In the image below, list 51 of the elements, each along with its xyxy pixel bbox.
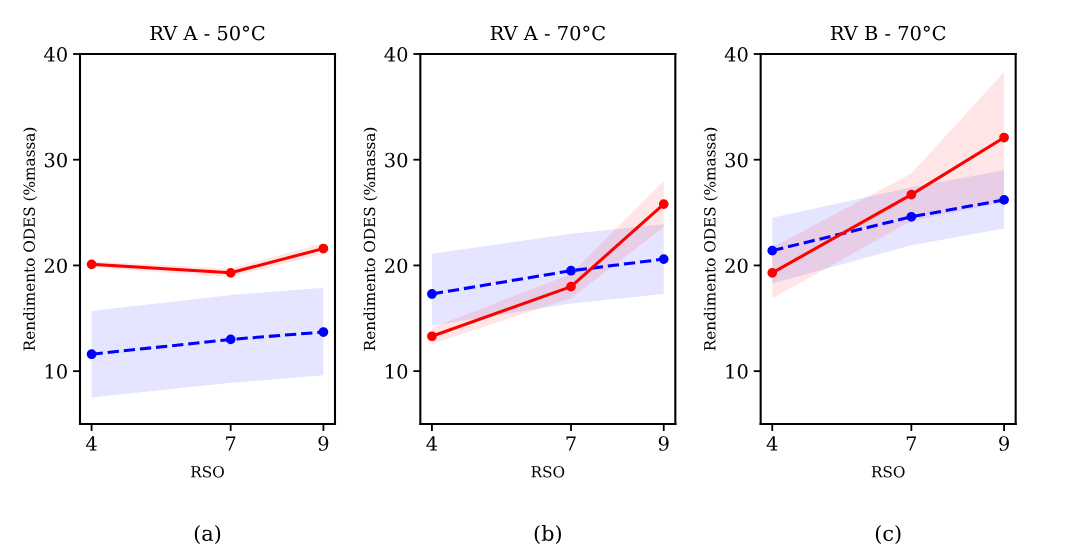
x-tick-label: 4 — [426, 436, 438, 451]
x-tick-label: 9 — [999, 436, 1009, 451]
y-tick-label: 40 — [724, 46, 748, 62]
point — [86, 259, 97, 270]
point — [658, 254, 669, 264]
x-tick-label: 4 — [766, 436, 778, 451]
chart-title: RV B - 70°C — [830, 25, 946, 41]
text: (c) — [875, 524, 901, 544]
y-tick-label: 10 — [726, 364, 748, 379]
x-tick-label: 9 — [658, 436, 669, 451]
point — [906, 211, 917, 222]
x-tick-label: 9 — [318, 436, 329, 451]
y-tick-label: 20 — [44, 258, 67, 274]
text: (a) — [194, 524, 221, 544]
x-tick-label: 7 — [566, 436, 576, 451]
point — [566, 281, 576, 292]
point — [318, 243, 329, 254]
point — [566, 265, 576, 276]
y-tick-label: 10 — [45, 364, 67, 379]
x-axis-title: RSO — [871, 466, 905, 478]
point — [658, 199, 669, 209]
y-tick-label: 30 — [385, 152, 408, 168]
y-tick-label: 30 — [725, 152, 748, 168]
point — [999, 195, 1009, 205]
y-axis-title: Rendimento ODES (%massa) — [363, 127, 378, 351]
point — [225, 334, 236, 345]
point — [427, 289, 437, 299]
x-tick-label: 7 — [906, 436, 917, 451]
x-tick-label: 4 — [86, 436, 97, 451]
point — [999, 132, 1009, 143]
chart-title: RV A - 50°C — [150, 25, 265, 41]
point — [767, 267, 778, 278]
point — [318, 327, 329, 337]
y-tick-label: 10 — [386, 364, 408, 379]
point — [906, 189, 917, 200]
x-axis-title: RSO — [531, 466, 565, 478]
chart-title: RV A - 70°C — [490, 25, 605, 41]
text: (b) — [534, 524, 561, 544]
x-tick-label: 7 — [226, 436, 236, 451]
y-tick-label: 30 — [44, 152, 67, 168]
y-tick-label: 20 — [725, 258, 748, 274]
point — [427, 331, 437, 342]
y-axis-title: Rendimento ODES (%massa) — [23, 127, 38, 351]
y-axis-title: Rendimento ODES (%massa) — [703, 127, 718, 351]
y-tick-label: 20 — [385, 258, 408, 274]
point — [767, 245, 778, 256]
point — [86, 349, 97, 360]
point — [225, 267, 236, 278]
y-tick-label: 40 — [384, 46, 408, 62]
y-tick-label: 40 — [44, 46, 67, 62]
x-axis-title: RSO — [191, 466, 224, 478]
